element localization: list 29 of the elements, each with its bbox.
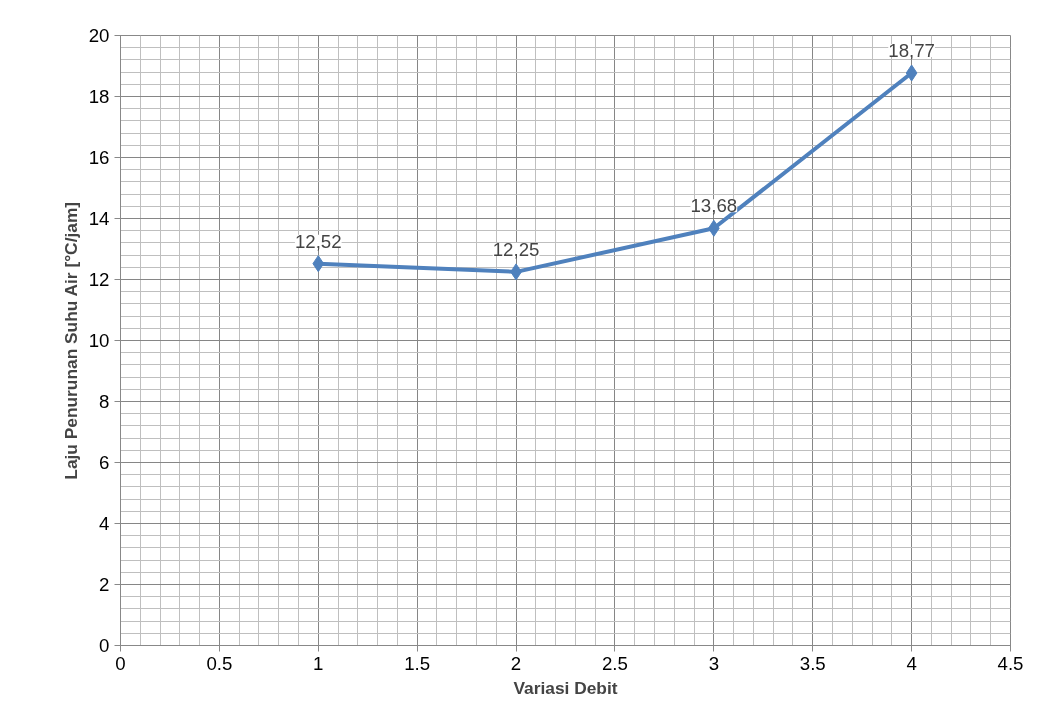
y-tick-label: 18 bbox=[88, 86, 110, 107]
y-tick-label: 12 bbox=[88, 269, 110, 290]
y-axis-title: Laju Penurunan Suhu Air [°C/jam] bbox=[60, 201, 81, 480]
y-tick-label: 2 bbox=[99, 574, 110, 595]
y-tick-label: 16 bbox=[88, 147, 110, 168]
x-axis-title: Variasi Debit bbox=[513, 677, 618, 698]
data-label: 12,25 bbox=[492, 238, 540, 260]
x-tick-label: 0 bbox=[115, 652, 126, 674]
y-tick-label: 8 bbox=[99, 391, 110, 412]
data-label: 12,52 bbox=[294, 230, 342, 252]
y-tick-label: 20 bbox=[88, 25, 110, 46]
y-tick-label: 4 bbox=[99, 513, 110, 534]
point bbox=[312, 255, 325, 273]
x-tick-label: 3 bbox=[708, 652, 720, 674]
x-tick-label: 0.5 bbox=[206, 652, 233, 674]
x-tick-label: 4 bbox=[906, 652, 917, 674]
x-tick-label: 2 bbox=[510, 652, 522, 674]
x-tick-label: 3.5 bbox=[799, 652, 826, 674]
y-tick-label: 6 bbox=[99, 452, 110, 473]
x-tick-label: 1 bbox=[313, 652, 324, 674]
data-label: 13,68 bbox=[690, 195, 738, 217]
x-tick-label: 1.5 bbox=[404, 652, 431, 674]
y-tick-label: 10 bbox=[88, 330, 110, 351]
x-tick-label: 2.5 bbox=[601, 652, 628, 674]
data-label: 18,77 bbox=[888, 40, 935, 62]
x-tick-label: 4.5 bbox=[997, 652, 1024, 674]
y-tick-label: 0 bbox=[99, 635, 110, 656]
y-tick-label: 14 bbox=[88, 208, 110, 229]
point bbox=[905, 64, 918, 82]
